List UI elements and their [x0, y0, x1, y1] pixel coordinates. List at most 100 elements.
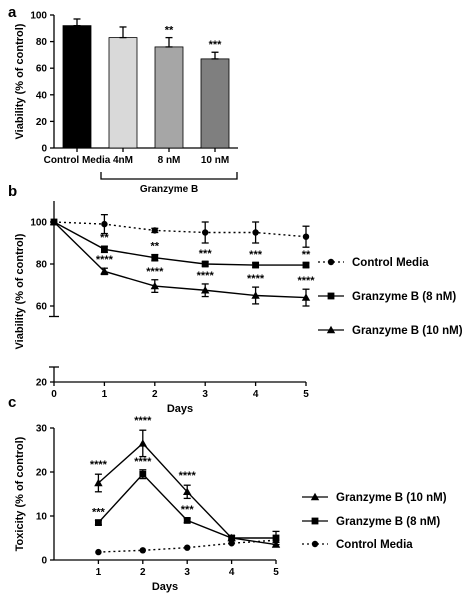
b-series-3-point — [251, 291, 260, 299]
c-legend-marker — [311, 517, 319, 525]
a-x-tick-label: 4nM — [113, 155, 133, 166]
b-series-2-significance-label: ** — [151, 241, 160, 253]
c-y-tick-label: 10 — [36, 512, 48, 523]
c-series-1-significance-label: **** — [179, 470, 197, 482]
panel-label-a: a — [8, 4, 17, 21]
b-series-1-line — [53, 221, 307, 238]
b-x-tick-label: 2 — [152, 389, 158, 400]
a-error-bar — [73, 18, 81, 27]
b-x-tick-label: 3 — [202, 389, 208, 400]
a-y-tick-label: 0 — [41, 144, 47, 155]
c-legend-label: Granzyme B (8 nM) — [336, 516, 440, 528]
b-series-3-significance-label: **** — [247, 273, 265, 285]
b-y-tick-label: 20 — [36, 378, 48, 389]
a-bar — [108, 37, 138, 149]
c-series-3-point — [272, 537, 280, 544]
a-x-tick-label: 8 nM — [158, 155, 181, 166]
b-series-2-point — [101, 245, 108, 253]
b-series-1-point — [151, 227, 158, 234]
a-bar — [62, 25, 92, 149]
b-series-2-significance-label: *** — [249, 249, 263, 261]
b-legend-label: Control Media — [352, 257, 429, 269]
b-x-tick-label: 0 — [51, 389, 57, 400]
b-series-3-point — [100, 267, 109, 275]
a-error-bar — [211, 51, 219, 60]
b-x-tick-label: 4 — [253, 389, 259, 400]
c-x-tick-label: 1 — [96, 567, 102, 578]
c-series-2-significance-label: **** — [134, 456, 152, 468]
b-series-3-point — [201, 286, 210, 294]
c-series-2-point — [139, 470, 147, 478]
c-series-3-point — [228, 540, 235, 547]
b-series-2-significance-label: *** — [199, 248, 213, 260]
a-y-axis-title: Viability (% of control) — [14, 23, 26, 139]
b-series-2-point — [151, 254, 159, 262]
b-legend-marker — [327, 258, 335, 266]
c-y-tick-label: 30 — [36, 424, 48, 435]
c-series-1-point — [94, 478, 103, 487]
c-series-2-point — [183, 517, 191, 524]
b-legend-marker — [327, 292, 335, 300]
c-series-1-significance-label: **** — [90, 459, 108, 471]
a-y-tick-label: 100 — [30, 11, 47, 22]
a-group-bracket-label: Granzyme B — [140, 184, 198, 195]
a-significance-label: ** — [165, 25, 174, 37]
a-bar — [154, 46, 184, 149]
panel-label-b: b — [8, 183, 17, 200]
c-series-1-significance-label: **** — [134, 415, 152, 427]
b-series-2-line — [53, 221, 306, 266]
c-legend-label: Control Media — [336, 539, 413, 551]
b-series-2-point — [201, 260, 209, 268]
a-bar — [200, 58, 230, 149]
a-x-tick-label: 10 nM — [201, 155, 229, 166]
b-x-tick-label: 5 — [303, 389, 309, 400]
b-series-3-point — [49, 217, 59, 226]
c-x-axis-title: Days — [152, 581, 178, 593]
a-y-tick-label: 40 — [36, 90, 48, 101]
b-series-2-point — [302, 261, 310, 269]
b-series-3-point — [301, 293, 311, 301]
b-series-3-significance-label: **** — [197, 270, 215, 282]
b-y-tick-label: 80 — [36, 260, 48, 271]
c-series-1-point — [138, 439, 147, 447]
b-x-axis-title: Days — [167, 403, 193, 415]
a-error-bar — [119, 26, 127, 39]
c-legend-label: Granzyme B (10 nM) — [336, 492, 447, 504]
c-y-tick-label: 0 — [41, 556, 47, 567]
b-series-2-significance-label: ** — [302, 249, 311, 261]
b-series-1-point — [302, 233, 310, 240]
c-y-tick-label: 20 — [36, 468, 48, 479]
a-significance-label: *** — [209, 39, 223, 51]
a-y-tick-label: 20 — [36, 117, 48, 128]
a-y-tick-label: 60 — [36, 64, 48, 75]
c-series-1-point — [183, 487, 192, 495]
a-y-tick-label: 80 — [36, 37, 48, 48]
c-x-tick-label: 3 — [184, 567, 190, 578]
b-x-tick-label: 1 — [102, 389, 108, 400]
c-x-tick-label: 2 — [140, 567, 146, 578]
c-series-3-point — [139, 547, 146, 554]
b-series-3-line — [53, 221, 307, 299]
a-x-tick-label: Control Media — [44, 155, 111, 166]
c-series-2-point — [228, 534, 235, 542]
b-y-tick-label: 100 — [30, 218, 47, 229]
b-series-1-point — [252, 229, 259, 236]
b-series-3-significance-label: **** — [146, 266, 164, 278]
b-series-3-point — [150, 281, 159, 290]
b-legend-marker — [326, 325, 336, 334]
c-legend-marker — [311, 540, 319, 548]
c-series-2-point — [95, 519, 102, 526]
b-y-axis-title: Viability (% of control) — [14, 233, 26, 349]
b-series-2-point — [252, 261, 259, 269]
c-series-3-point — [95, 548, 102, 556]
b-series-3-significance-label: **** — [96, 254, 114, 266]
b-series-2-significance-label: ** — [100, 232, 109, 244]
c-x-tick-label: 5 — [273, 567, 279, 578]
a-group-bracket — [100, 172, 238, 180]
b-series-3-significance-label: **** — [297, 275, 315, 287]
b-y-tick-label: 60 — [36, 302, 48, 313]
b-series-1-point — [101, 220, 108, 228]
c-series-3-point — [184, 544, 191, 551]
c-legend-marker — [310, 492, 320, 501]
